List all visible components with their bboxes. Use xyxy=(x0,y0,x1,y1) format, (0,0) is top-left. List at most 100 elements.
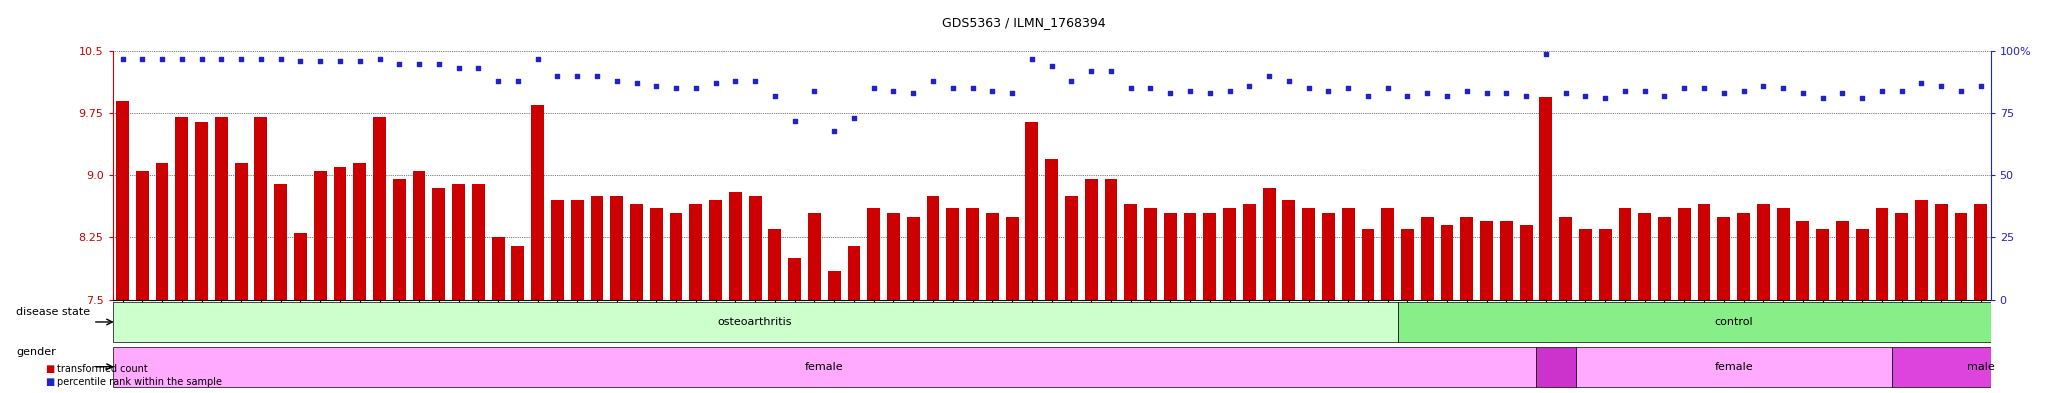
Bar xyxy=(453,184,465,299)
Point xyxy=(1964,83,1997,89)
Point xyxy=(680,85,713,92)
Point xyxy=(541,73,573,79)
Bar xyxy=(1540,97,1552,299)
Point xyxy=(383,61,416,67)
Point xyxy=(995,90,1028,96)
Bar xyxy=(1481,221,1493,299)
Point xyxy=(1569,93,1602,99)
Bar xyxy=(1223,208,1237,299)
Point xyxy=(106,55,139,62)
Bar xyxy=(866,208,881,299)
Bar xyxy=(1124,204,1137,299)
Point xyxy=(303,58,336,64)
Bar xyxy=(1892,347,2048,387)
Point xyxy=(1075,68,1108,74)
Point xyxy=(1786,90,1819,96)
Text: GDS5363 / ILMN_1768394: GDS5363 / ILMN_1768394 xyxy=(942,16,1106,29)
Bar xyxy=(1737,213,1749,299)
Bar xyxy=(571,200,584,299)
Bar xyxy=(471,184,485,299)
Text: female: female xyxy=(805,362,844,372)
Bar xyxy=(1894,213,1909,299)
Bar xyxy=(1599,229,1612,299)
Point xyxy=(659,85,692,92)
Bar xyxy=(313,171,326,299)
Point xyxy=(1726,88,1759,94)
Bar xyxy=(729,192,741,299)
Point xyxy=(1667,85,1700,92)
Point xyxy=(1450,88,1483,94)
Bar xyxy=(334,167,346,299)
Point xyxy=(1352,93,1384,99)
Point xyxy=(561,73,594,79)
Point xyxy=(956,85,989,92)
Point xyxy=(344,58,377,64)
Point xyxy=(817,127,850,134)
Bar xyxy=(1264,188,1276,299)
Point xyxy=(838,115,870,121)
Point xyxy=(1866,88,1898,94)
Bar xyxy=(1954,213,1968,299)
Text: female: female xyxy=(1714,362,1753,372)
Point xyxy=(580,73,612,79)
Point xyxy=(1174,88,1206,94)
Bar xyxy=(117,101,129,299)
Point xyxy=(145,55,178,62)
Point xyxy=(1135,85,1167,92)
Point xyxy=(918,78,950,84)
Point xyxy=(719,78,752,84)
Point xyxy=(739,78,772,84)
Point xyxy=(184,55,217,62)
Point xyxy=(1153,90,1186,96)
Bar xyxy=(135,171,150,299)
Point xyxy=(877,88,909,94)
Point xyxy=(1530,50,1563,57)
Bar xyxy=(1104,180,1118,299)
Point xyxy=(362,55,395,62)
Bar xyxy=(113,347,1536,387)
Point xyxy=(403,61,436,67)
Bar xyxy=(215,118,227,299)
Bar xyxy=(827,271,840,299)
Bar xyxy=(1341,208,1354,299)
Point xyxy=(1391,93,1423,99)
Bar xyxy=(1163,213,1178,299)
Point xyxy=(621,80,653,86)
Point xyxy=(285,58,317,64)
Bar xyxy=(1184,213,1196,299)
Bar xyxy=(1006,217,1018,299)
Bar xyxy=(946,208,958,299)
Bar xyxy=(412,171,426,299)
Bar xyxy=(1321,213,1335,299)
Bar xyxy=(1499,221,1513,299)
Bar xyxy=(1935,204,1948,299)
Bar xyxy=(432,188,444,299)
Point xyxy=(205,55,238,62)
Bar xyxy=(610,196,623,299)
Text: percentile rank within the sample: percentile rank within the sample xyxy=(57,377,223,387)
Point xyxy=(1253,73,1286,79)
Point xyxy=(225,55,258,62)
Point xyxy=(858,85,891,92)
Bar xyxy=(649,208,664,299)
Point xyxy=(1411,90,1444,96)
Point xyxy=(463,65,496,72)
Bar xyxy=(1915,200,1927,299)
Point xyxy=(502,78,535,84)
Bar xyxy=(926,196,940,299)
Point xyxy=(977,88,1010,94)
Bar xyxy=(1065,196,1077,299)
Point xyxy=(1806,95,1839,101)
Point xyxy=(1649,93,1681,99)
Bar xyxy=(512,246,524,299)
Bar xyxy=(1282,200,1294,299)
Point xyxy=(1292,85,1325,92)
Point xyxy=(1608,88,1640,94)
Point xyxy=(244,55,276,62)
Bar xyxy=(1204,213,1217,299)
Point xyxy=(1827,90,1860,96)
Point xyxy=(1925,83,1958,89)
Point xyxy=(1233,83,1266,89)
Text: osteoarthritis: osteoarthritis xyxy=(719,317,793,327)
Bar xyxy=(1974,204,1987,299)
